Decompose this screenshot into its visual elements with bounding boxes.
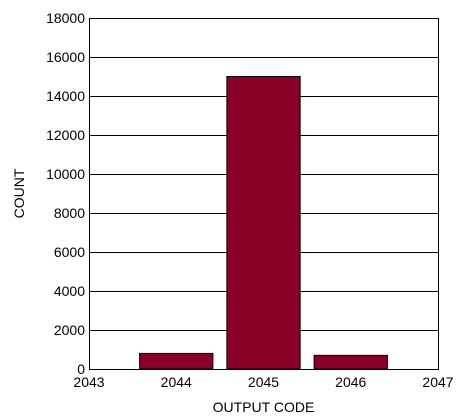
y-tick-label: 10000 <box>46 166 85 182</box>
x-tick-label: 2047 <box>422 374 453 390</box>
y-axis-title: COUNT <box>11 168 27 218</box>
x-tick-label: 2045 <box>248 374 279 390</box>
y-tick-label: 6000 <box>54 244 85 260</box>
y-axis-tick-labels: 0 2000 4000 6000 8000 10000 12000 14000 16000 180… <box>46 10 85 377</box>
y-tick-label: 14000 <box>46 88 85 104</box>
y-tick-label: 0 <box>77 361 85 377</box>
plot-frame <box>89 18 439 370</box>
x-axis-title: OUTPUT CODE <box>213 399 315 415</box>
x-tick-label: 2044 <box>161 374 192 390</box>
x-tick-label: 2043 <box>73 374 104 390</box>
y-tick-label: 12000 <box>46 127 85 143</box>
y-tick-label: 2000 <box>54 322 85 338</box>
bar-2044 <box>139 352 214 370</box>
x-tick-label: 2046 <box>335 374 366 390</box>
y-tick-label: 8000 <box>54 205 85 221</box>
y-tick-label: 16000 <box>46 49 85 65</box>
bars <box>139 76 388 370</box>
x-axis-tick-labels: 2043 2044 2045 2046 2047 <box>73 374 453 390</box>
y-tick-label: 4000 <box>54 283 85 299</box>
bar-2045 <box>226 76 301 370</box>
bar-2046 <box>313 354 388 370</box>
y-tick-label: 18000 <box>46 10 85 26</box>
